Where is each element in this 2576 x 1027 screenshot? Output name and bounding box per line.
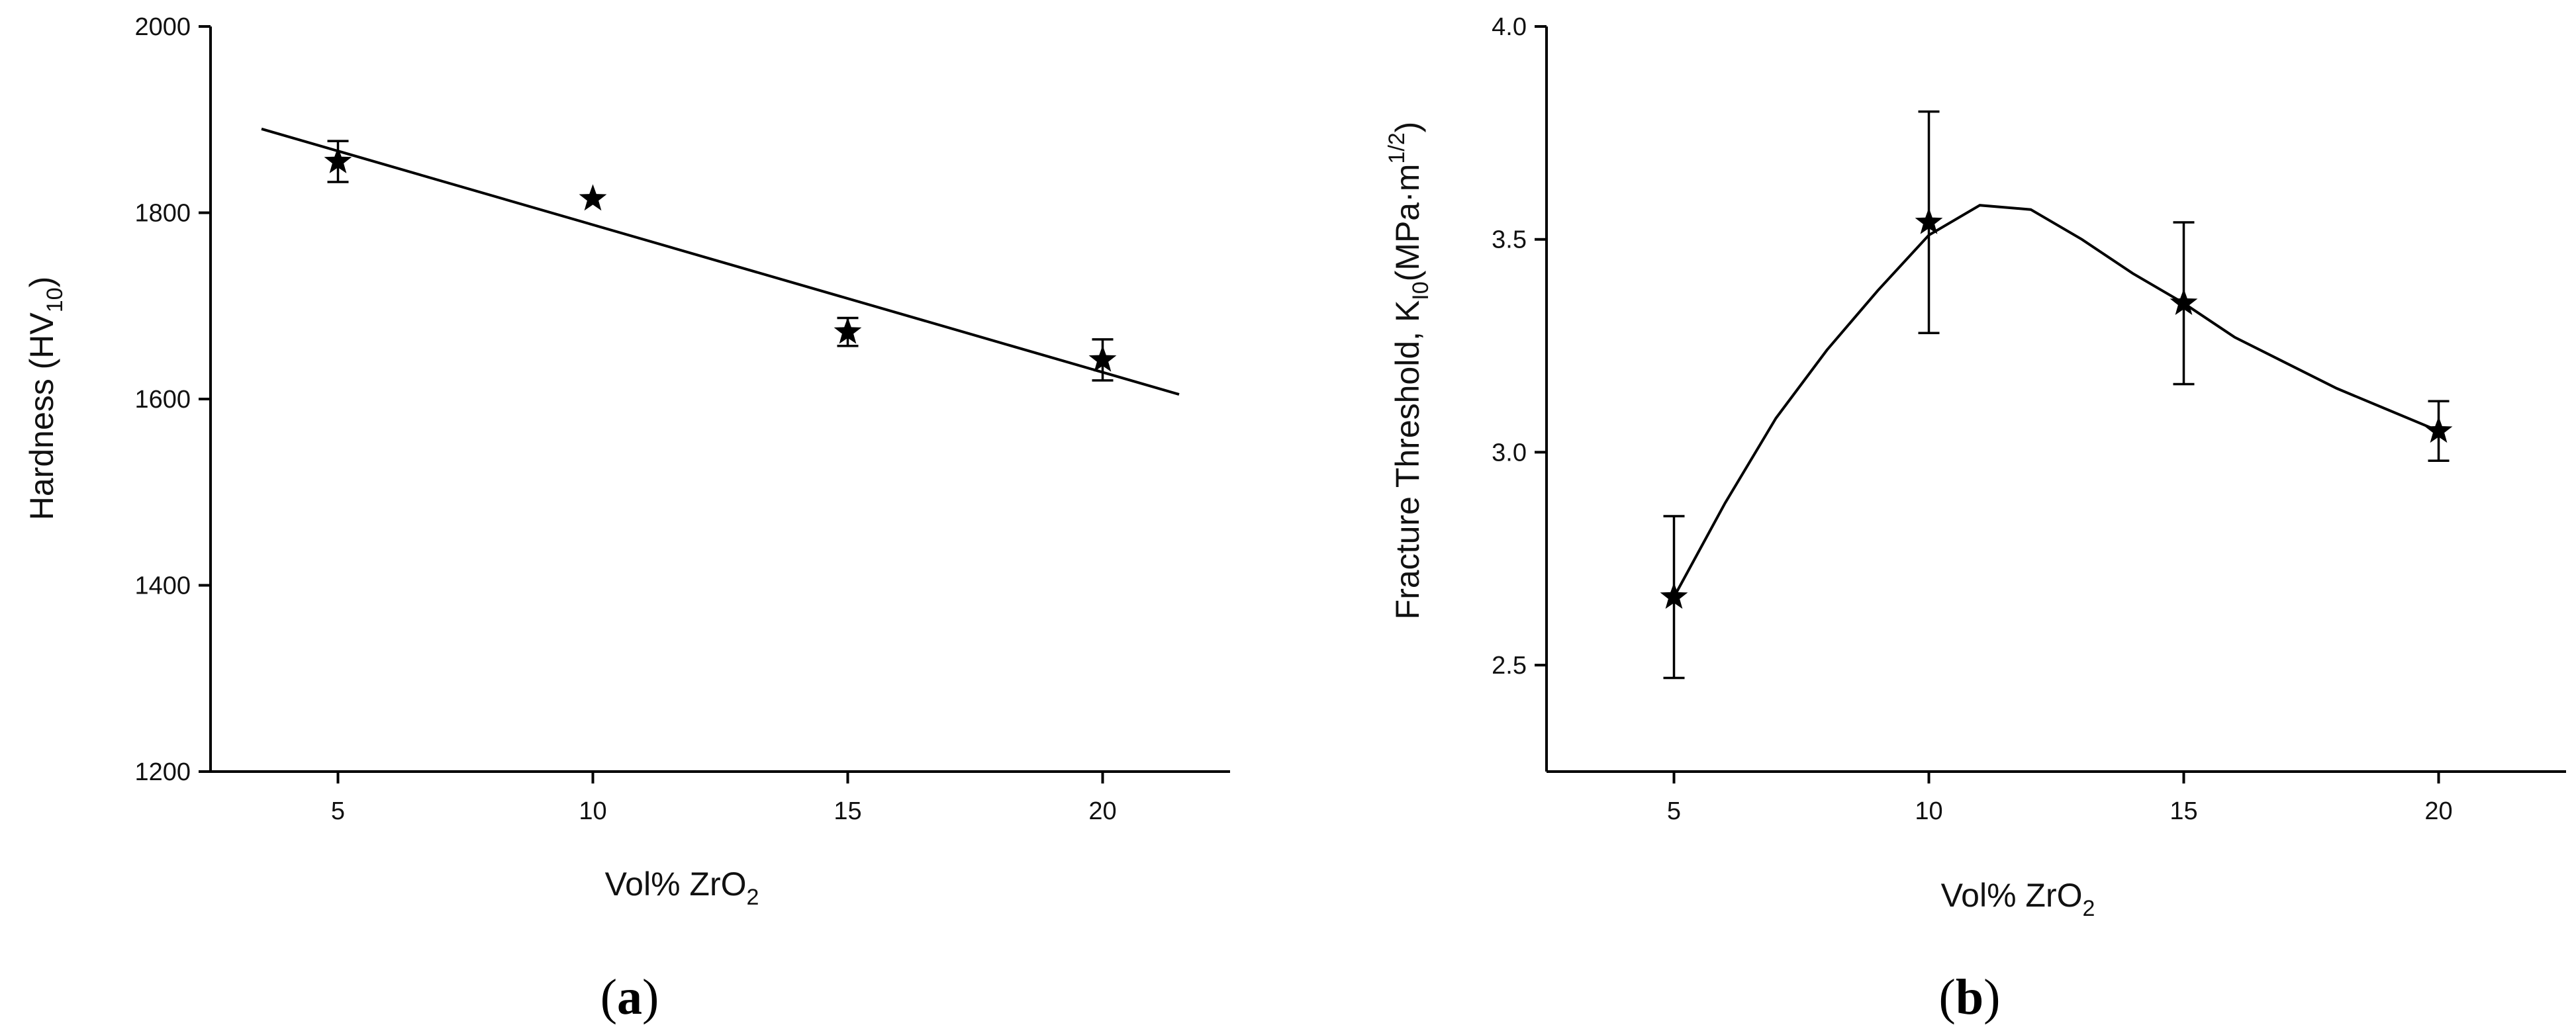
hardness-star-point bbox=[579, 184, 607, 211]
fracture-x-ticks: 5 10 15 20 bbox=[1667, 772, 2453, 825]
hardness-x-tick-label: 5 bbox=[331, 797, 345, 825]
fracture-y-label: Fracture Threshold, KI0(MPa·m1/2) bbox=[1384, 122, 1433, 620]
hardness-x-label: Vol% ZrO2 bbox=[605, 866, 759, 910]
fracture-x-tick-label: 15 bbox=[2170, 797, 2197, 825]
hardness-axes bbox=[209, 26, 1230, 773]
hardness-points bbox=[324, 147, 1117, 372]
fracture-star-point bbox=[2170, 289, 2198, 315]
fracture-star-point bbox=[2424, 416, 2453, 443]
fracture-y-ticks: 2.5 3.0 3.5 4.0 bbox=[1492, 13, 1547, 680]
fracture-x-tick-label: 5 bbox=[1667, 797, 1681, 825]
fracture-error-bars bbox=[1663, 110, 2450, 680]
hardness-x-tick-label: 10 bbox=[579, 797, 606, 825]
fracture-y-tick-label: 3.5 bbox=[1492, 226, 1527, 254]
hardness-y-tick-label: 1400 bbox=[134, 572, 191, 600]
hardness-y-tick-label: 1600 bbox=[134, 386, 191, 414]
hardness-y-label: Hardness (HV10) bbox=[23, 277, 68, 520]
panel-a-label: (a) bbox=[600, 969, 659, 1025]
fracture-axes bbox=[1545, 26, 2566, 773]
hardness-y-ticks: 1200 1400 1600 1800 2000 bbox=[134, 13, 211, 786]
hardness-chart: 1200 1400 1600 1800 2000 5 10 15 20 Vol% ZrO2 H… bbox=[23, 13, 1230, 1025]
fracture-y-tick-label: 3.0 bbox=[1492, 439, 1527, 467]
fracture-star-point bbox=[1660, 582, 1688, 609]
fracture-star-point bbox=[1915, 208, 1943, 234]
fracture-y-tick-label: 2.5 bbox=[1492, 652, 1527, 680]
hardness-x-tick-label: 20 bbox=[1088, 797, 1116, 825]
hardness-star-point bbox=[1088, 345, 1117, 372]
hardness-x-ticks: 5 10 15 20 bbox=[331, 772, 1117, 825]
hardness-fit-line bbox=[261, 127, 1180, 396]
hardness-y-tick-label: 2000 bbox=[134, 13, 191, 41]
fracture-x-tick-label: 20 bbox=[2424, 797, 2452, 825]
hardness-y-tick-label: 1800 bbox=[134, 200, 191, 228]
panel-b-label: (b) bbox=[1939, 969, 2001, 1025]
fracture-threshold-chart: 2.5 3.0 3.5 4.0 5 10 15 20 Vol% ZrO2 Fracture … bbox=[1384, 13, 2566, 1025]
hardness-star-point bbox=[324, 147, 352, 173]
fracture-y-tick-label: 4.0 bbox=[1492, 13, 1527, 41]
hardness-star-point bbox=[834, 317, 862, 344]
fracture-x-label: Vol% ZrO2 bbox=[1941, 877, 2095, 921]
hardness-x-tick-label: 15 bbox=[834, 797, 861, 825]
fracture-smooth-curve bbox=[1672, 204, 2440, 598]
fracture-x-tick-label: 10 bbox=[1915, 797, 1942, 825]
hardness-y-tick-label: 1200 bbox=[134, 758, 191, 786]
fracture-points bbox=[1660, 208, 2453, 609]
